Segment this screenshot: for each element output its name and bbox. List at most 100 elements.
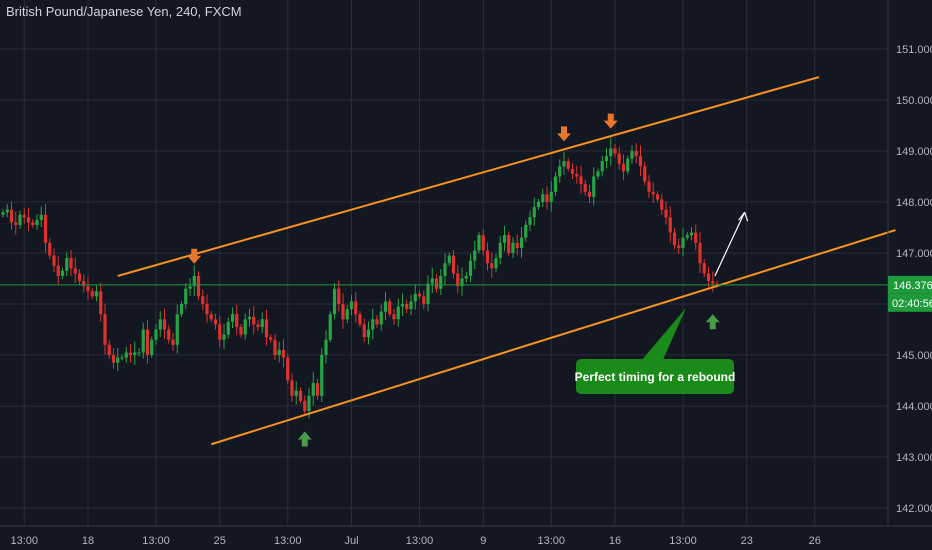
candle-body: [592, 176, 596, 197]
annotation-callout[interactable]: Perfect timing for a rebound: [575, 308, 736, 394]
candle-body: [158, 319, 162, 330]
candle-body: [485, 250, 490, 264]
candle-body: [162, 319, 167, 330]
callout-text: Perfect timing for a rebound: [575, 370, 736, 384]
x-tick-label: Jul: [344, 535, 358, 547]
candle-body: [307, 395, 311, 412]
channel-lower-line[interactable]: [210, 229, 896, 446]
candle-body: [320, 355, 324, 396]
candle-body: [349, 301, 354, 310]
projection-arrow-line[interactable]: [714, 211, 746, 277]
candle-body: [99, 291, 103, 315]
candle-body: [154, 329, 158, 340]
y-tick-label: 144.000: [896, 401, 932, 413]
candle-body: [400, 304, 405, 307]
candle-body: [124, 352, 128, 358]
candle-body: [9, 209, 14, 223]
candle-body: [600, 161, 604, 172]
candle-body: [473, 250, 477, 261]
candle-body: [468, 260, 473, 276]
candle-body: [31, 222, 35, 225]
candle-body: [417, 293, 422, 297]
candle-body: [634, 151, 638, 157]
candle-body: [430, 278, 434, 284]
candle-body: [481, 235, 485, 251]
candle-body: [460, 278, 464, 287]
x-tick-label: 13:00: [142, 535, 170, 547]
candle-body: [545, 194, 549, 202]
candle-body: [133, 352, 137, 355]
candle-body: [239, 326, 243, 335]
price-tag-value: 146.376: [893, 280, 932, 292]
countdown-tag-box: [888, 293, 932, 312]
candle-body: [689, 232, 694, 236]
candle-body: [528, 217, 532, 225]
candle-body: [396, 306, 400, 320]
candle-body: [655, 194, 660, 200]
candle-body: [273, 339, 277, 355]
candle-body: [341, 304, 345, 320]
down-arrow-marker: [557, 126, 571, 142]
candle-body: [660, 199, 664, 210]
candle-body: [65, 258, 69, 271]
candle-body: [188, 286, 192, 289]
y-tick-label: 151.000: [896, 44, 932, 56]
candle-body: [362, 324, 366, 338]
y-tick-label: 145.000: [896, 350, 932, 362]
x-tick-label: 18: [82, 535, 94, 547]
candle-body: [222, 334, 226, 340]
candle-body: [685, 235, 689, 238]
candle-body: [218, 324, 222, 340]
candle-body: [192, 275, 196, 287]
candle-body: [651, 191, 655, 195]
candle-body: [196, 275, 201, 297]
candle-body: [502, 235, 507, 243]
candle-body: [613, 148, 617, 154]
candle-body: [524, 224, 528, 238]
candle-body: [413, 293, 417, 302]
chart-title: British Pound/Japanese Yen, 240, FXCM: [6, 4, 242, 19]
candle-body: [303, 400, 307, 412]
y-tick-label: 148.000: [896, 197, 932, 209]
candle-body: [332, 288, 337, 315]
callout-pointer: [640, 308, 686, 362]
down-arrow-marker: [603, 113, 618, 129]
candle-body: [711, 281, 715, 284]
down-arrow-marker: [187, 248, 202, 264]
channel-upper-line[interactable]: [117, 76, 820, 277]
candle-body: [39, 214, 43, 220]
x-tick-label: 9: [480, 535, 486, 547]
candle-body: [498, 242, 502, 259]
candle-body: [43, 214, 48, 243]
candle-body: [587, 191, 592, 197]
candle-body: [698, 242, 702, 264]
candle-body: [324, 339, 328, 355]
candle-body: [243, 319, 247, 335]
candle-body: [672, 232, 677, 246]
candle-body: [128, 352, 133, 355]
candle-body: [52, 255, 56, 266]
x-tick-label: 26: [809, 535, 821, 547]
candle-body: [171, 339, 175, 345]
candle-body: [345, 309, 349, 320]
candle-body: [702, 263, 706, 274]
candle-body: [511, 242, 515, 253]
candle-body: [277, 349, 281, 355]
candle-body: [269, 337, 273, 340]
candle-body: [371, 319, 375, 330]
candle-body: [392, 314, 396, 320]
candle-body: [570, 168, 575, 174]
candle-body: [647, 181, 651, 192]
x-tick-label: 23: [741, 535, 753, 547]
x-tick-label: 13:00: [406, 535, 434, 547]
candle-body: [375, 319, 379, 325]
candle-body: [209, 314, 213, 320]
candle-body: [298, 390, 303, 401]
candle-body: [668, 217, 672, 233]
candle-body: [575, 173, 579, 177]
candle-body: [94, 291, 99, 297]
candle-body: [477, 235, 481, 251]
